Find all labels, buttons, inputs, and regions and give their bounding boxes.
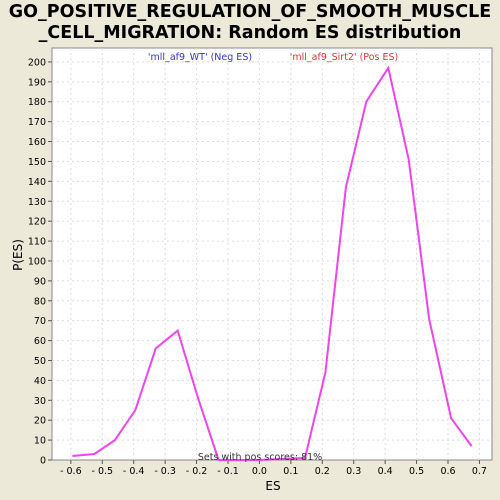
x-tick-label: 0.2	[315, 466, 330, 477]
y-tick-label: 20	[34, 416, 46, 427]
x-tick-label: 0.5	[409, 466, 424, 477]
chart-title: GO_POSITIVE_REGULATION_OF_SMOOTH_MUSCLE …	[0, 2, 500, 44]
x-tick-label: - 0.1	[217, 466, 239, 477]
y-axis-label: P(ES)	[11, 239, 25, 271]
y-tick-label: 70	[34, 316, 46, 327]
y-tick-label: 130	[28, 197, 46, 208]
y-tick-label: 170	[28, 117, 46, 128]
y-tick-label: 120	[28, 217, 46, 228]
chart-title-line-2: _CELL_MIGRATION: Random ES distribution	[38, 23, 462, 43]
y-tick-label: 200	[28, 57, 46, 68]
y-tick-label: 80	[34, 296, 46, 307]
x-tick-label: 0.1	[283, 466, 298, 477]
y-tick-label: 110	[28, 237, 46, 248]
x-tick-label: 0.4	[378, 466, 393, 477]
y-tick-label: 150	[28, 157, 46, 168]
y-tick-label: 140	[28, 177, 46, 188]
series-line	[72, 65, 473, 461]
x-tick-label: - 0.3	[154, 466, 176, 477]
y-tick-label: 30	[34, 396, 46, 407]
x-tick-label: - 0.2	[186, 466, 208, 477]
x-axis-label: ES	[265, 479, 280, 493]
chart-title-line-1: GO_POSITIVE_REGULATION_OF_SMOOTH_MUSCLE	[8, 2, 492, 22]
y-tick-label: 60	[34, 336, 46, 347]
legend-pos-label: 'mll_af9_Sirt2' (Pos ES)	[290, 52, 398, 63]
y-tick-label: 10	[34, 436, 46, 447]
x-tick-label: 0.6	[440, 466, 455, 477]
y-tick-label: 160	[28, 137, 46, 148]
y-tick-label: 50	[34, 356, 46, 367]
x-tick-label: - 0.4	[123, 466, 145, 477]
x-tick-label: 0.7	[472, 466, 487, 477]
y-tick-label: 100	[28, 256, 46, 267]
y-tick-label: 180	[28, 97, 46, 108]
x-tick-label: 0.3	[346, 466, 361, 477]
plot-area	[51, 47, 493, 461]
x-tick-label: - 0.5	[92, 466, 114, 477]
legend-neg-label: 'mll_af9_WT' (Neg ES)	[148, 52, 252, 63]
x-axis-ticks: - 0.6 - 0.5 - 0.4 - 0.3 - 0.2 - 0.1 0.0 0.1 0.2 0…	[60, 460, 487, 477]
y-tick-label: 190	[28, 77, 46, 88]
y-tick-label: 0	[40, 456, 46, 467]
grid-lines	[52, 48, 492, 460]
x-tick-label: 0.0	[252, 466, 267, 477]
y-axis-ticks: 0 10 20 30 40 50 60 70 80 90 100 110 120 130 140 150 160…	[28, 57, 52, 467]
x-tick-label: - 0.6	[60, 466, 82, 477]
annotation-pos-scores: Sets with pos scores: 81%	[198, 452, 322, 463]
y-tick-label: 90	[34, 276, 46, 287]
y-tick-label: 40	[34, 376, 46, 387]
